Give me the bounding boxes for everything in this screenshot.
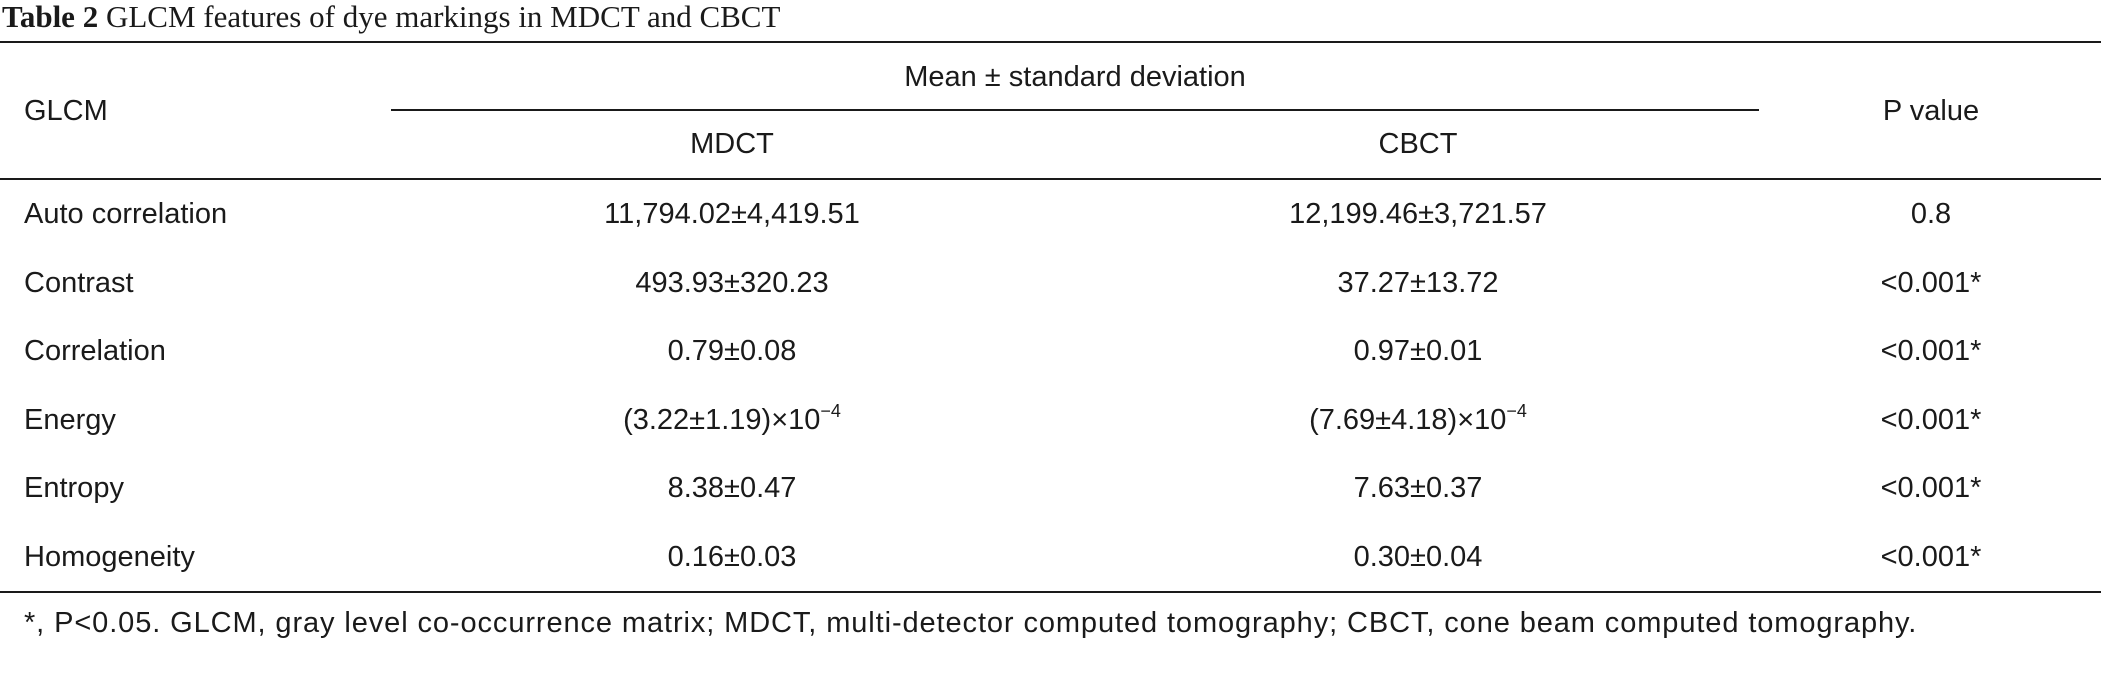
row-4-mdct-value: (3.22±1.19)×10: [623, 404, 821, 436]
row-3-p: <0.001*: [1880, 335, 1982, 367]
row-6-mdct: 0.16±0.03: [667, 541, 797, 573]
row-4-p: <0.001*: [1880, 404, 1982, 436]
table-footnote: *, P<0.05. GLCM, gray level co-occurrenc…: [24, 607, 1918, 639]
row-4-feature: Energy: [24, 404, 116, 436]
row-3-cbct: 0.97±0.01: [1353, 335, 1483, 367]
row-2-p: <0.001*: [1880, 267, 1982, 299]
row-2-feature: Contrast: [24, 267, 134, 299]
top-rule: [0, 41, 2101, 43]
row-4-cbct-value: (7.69±4.18)×10: [1309, 404, 1507, 436]
header-group-mean-sd: Mean ± standard deviation: [904, 61, 1246, 93]
row-1-p: 0.8: [1910, 198, 1952, 230]
row-5-mdct: 8.38±0.47: [667, 472, 797, 504]
group-header-rule: [391, 109, 1759, 111]
table-label: Table 2: [2, 0, 99, 34]
header-p-value: P value: [1882, 95, 1980, 127]
row-4-cbct-exponent: −4: [1506, 401, 1527, 421]
row-6-feature: Homogeneity: [24, 541, 195, 573]
row-4-mdct-exponent: −4: [820, 401, 841, 421]
row-3-mdct: 0.79±0.08: [667, 335, 797, 367]
row-2-cbct: 37.27±13.72: [1337, 267, 1499, 299]
row-1-cbct: 12,199.46±3,721.57: [1289, 198, 1547, 230]
row-6-cbct: 0.30±0.04: [1353, 541, 1483, 573]
header-glcm: GLCM: [24, 95, 108, 127]
row-6-p: <0.001*: [1880, 541, 1982, 573]
header-cbct: CBCT: [1378, 128, 1458, 160]
row-2-mdct: 493.93±320.23: [635, 267, 829, 299]
row-5-cbct: 7.63±0.37: [1353, 472, 1483, 504]
bottom-rule: [0, 591, 2101, 593]
table-title: GLCM features of dye markings in MDCT an…: [105, 0, 781, 34]
header-bottom-rule: [0, 178, 2101, 180]
header-mdct: MDCT: [690, 128, 774, 160]
table-caption: Table 2 GLCM features of dye markings in…: [2, 0, 780, 34]
row-5-p: <0.001*: [1880, 472, 1982, 504]
row-3-feature: Correlation: [24, 335, 166, 367]
row-1-feature: Auto correlation: [24, 198, 228, 230]
row-4-cbct: (7.69±4.18)×10−4: [1058, 402, 1778, 438]
row-1-mdct: 11,794.02±4,419.51: [604, 198, 860, 230]
row-5-feature: Entropy: [24, 472, 124, 504]
row-4-mdct: (3.22±1.19)×10−4: [372, 402, 1092, 438]
